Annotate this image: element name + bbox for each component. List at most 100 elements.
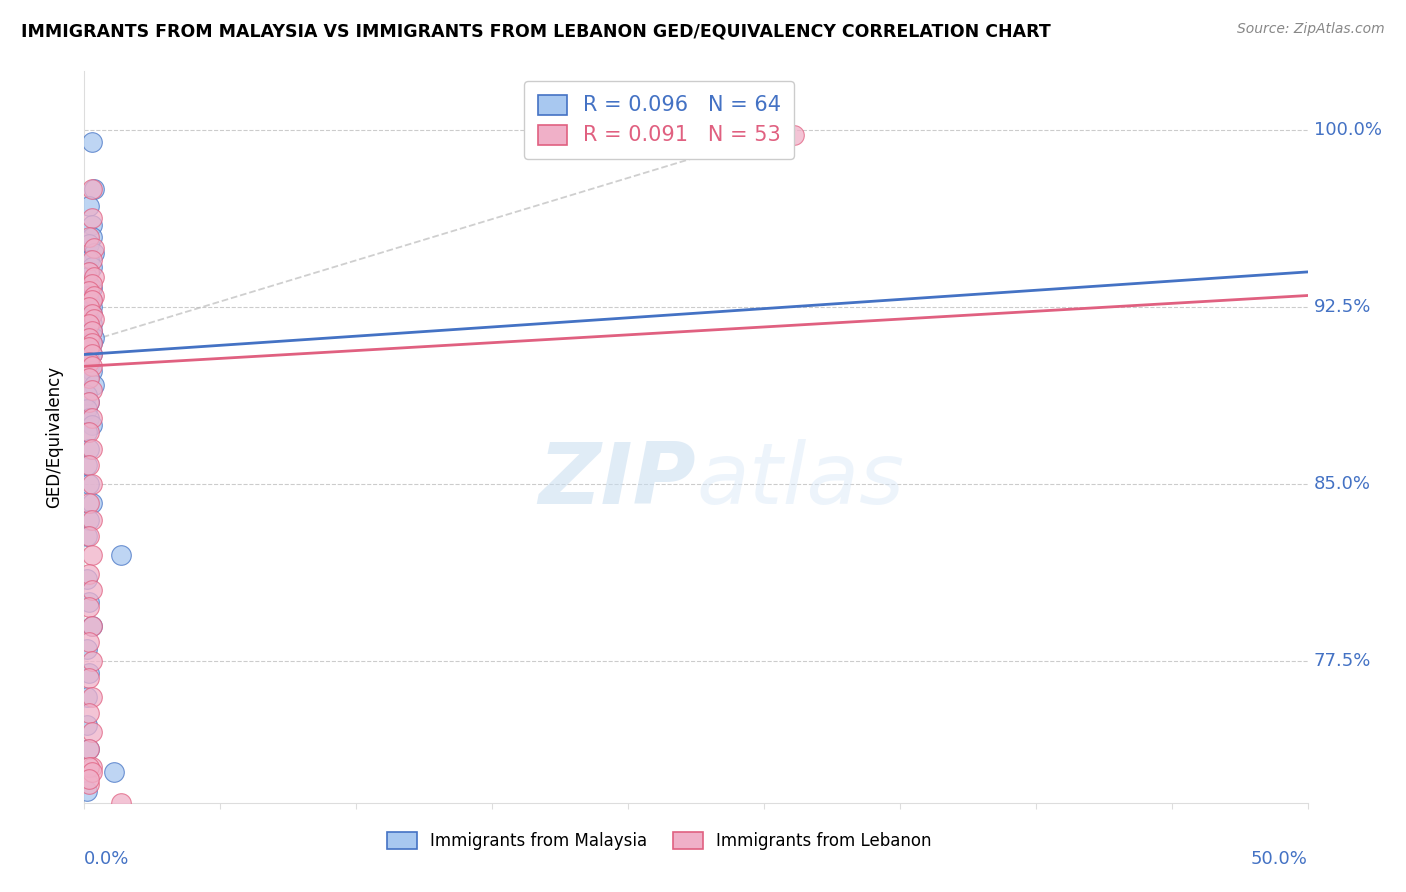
Point — [80, 619, 103, 633]
Point — [77, 199, 100, 213]
Point — [80, 347, 103, 361]
Point — [76, 387, 98, 401]
Point — [77, 236, 100, 251]
Point — [77, 599, 100, 614]
Point — [77, 253, 100, 268]
Point — [77, 772, 100, 787]
Point — [80, 583, 103, 598]
Point — [83, 312, 105, 326]
Point — [77, 741, 100, 756]
Point — [83, 269, 105, 284]
Text: 100.0%: 100.0% — [1313, 121, 1382, 139]
Point — [103, 765, 125, 780]
Point — [83, 288, 105, 302]
Point — [76, 312, 98, 326]
Point — [80, 293, 103, 308]
Y-axis label: GED/Equivalency: GED/Equivalency — [45, 366, 63, 508]
Point — [76, 288, 98, 302]
Point — [76, 354, 98, 368]
Point — [77, 331, 100, 345]
Text: 92.5%: 92.5% — [1313, 298, 1371, 317]
Point — [77, 301, 100, 315]
Point — [80, 324, 103, 338]
Point — [77, 394, 100, 409]
Point — [83, 331, 105, 345]
Point — [76, 401, 98, 416]
Point — [80, 411, 103, 425]
Point — [80, 347, 103, 361]
Point — [77, 371, 100, 385]
Point — [77, 458, 100, 473]
Point — [80, 293, 103, 308]
Point — [80, 760, 103, 774]
Point — [80, 182, 103, 196]
Point — [77, 394, 100, 409]
Point — [83, 241, 105, 255]
Point — [77, 741, 100, 756]
Point — [80, 335, 103, 350]
Point — [76, 425, 98, 440]
Point — [76, 690, 98, 704]
Point — [80, 364, 103, 378]
Point — [77, 425, 100, 440]
Point — [80, 307, 103, 321]
Point — [80, 442, 103, 456]
Point — [77, 513, 100, 527]
Point — [80, 211, 103, 225]
Point — [77, 340, 100, 354]
Point — [77, 335, 100, 350]
Point — [76, 305, 98, 319]
Point — [77, 265, 100, 279]
Point — [80, 260, 103, 275]
Point — [76, 529, 98, 543]
Point — [77, 442, 100, 456]
Point — [77, 343, 100, 357]
Point — [77, 566, 100, 581]
Point — [80, 765, 103, 780]
Point — [77, 317, 100, 331]
Text: atlas: atlas — [696, 440, 904, 523]
Point — [76, 331, 98, 345]
Point — [80, 654, 103, 668]
Point — [783, 128, 806, 142]
Point — [110, 796, 132, 810]
Point — [77, 288, 100, 302]
Point — [77, 477, 100, 491]
Point — [76, 269, 98, 284]
Text: IMMIGRANTS FROM MALAYSIA VS IMMIGRANTS FROM LEBANON GED/EQUIVALENCY CORRELATION : IMMIGRANTS FROM MALAYSIA VS IMMIGRANTS F… — [21, 22, 1050, 40]
Point — [80, 619, 103, 633]
Point — [80, 253, 103, 268]
Point — [77, 307, 100, 321]
Text: 50.0%: 50.0% — [1251, 850, 1308, 868]
Point — [80, 690, 103, 704]
Point — [80, 135, 103, 149]
Point — [77, 229, 100, 244]
Text: 77.5%: 77.5% — [1313, 652, 1371, 670]
Point — [77, 317, 100, 331]
Point — [80, 496, 103, 510]
Point — [77, 635, 100, 649]
Point — [80, 324, 103, 338]
Point — [76, 458, 98, 473]
Point — [80, 317, 103, 331]
Point — [110, 548, 132, 562]
Point — [77, 265, 100, 279]
Point — [80, 359, 103, 374]
Point — [77, 312, 100, 326]
Legend: Immigrants from Malaysia, Immigrants from Lebanon: Immigrants from Malaysia, Immigrants fro… — [381, 825, 938, 856]
Point — [77, 328, 100, 343]
Point — [77, 496, 100, 510]
Point — [76, 642, 98, 657]
Point — [80, 513, 103, 527]
Point — [76, 784, 98, 798]
Point — [77, 777, 100, 791]
Point — [80, 548, 103, 562]
Point — [77, 277, 100, 291]
Point — [76, 718, 98, 732]
Point — [77, 671, 100, 685]
Point — [80, 477, 103, 491]
Point — [77, 666, 100, 681]
Point — [83, 182, 105, 196]
Text: 85.0%: 85.0% — [1313, 475, 1371, 493]
Point — [80, 301, 103, 315]
